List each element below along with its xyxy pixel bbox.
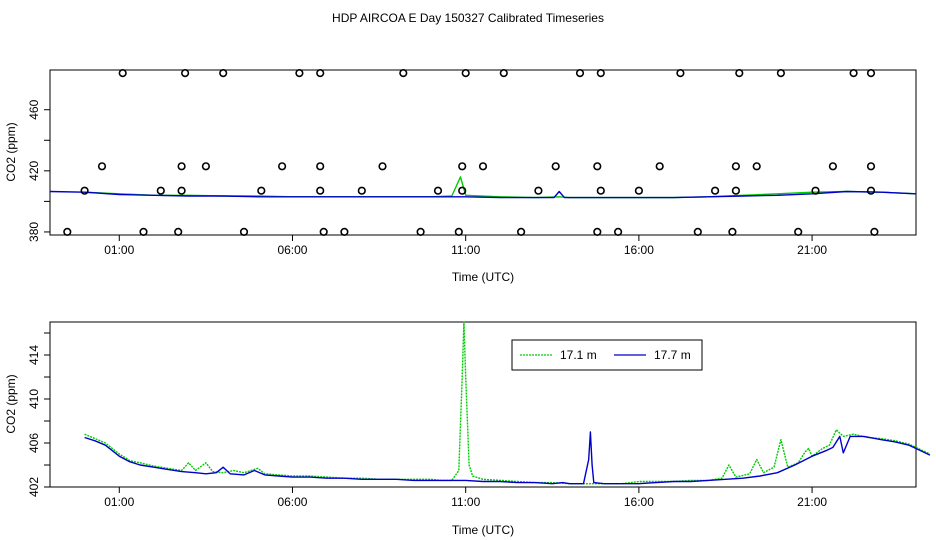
data-marker bbox=[776, 68, 786, 78]
y-tick-label: 402 bbox=[27, 477, 41, 497]
data-marker bbox=[866, 68, 876, 78]
data-marker bbox=[731, 186, 741, 195]
data-marker bbox=[357, 186, 366, 195]
data-marker bbox=[257, 186, 266, 195]
x-tick-label: 21:00 bbox=[797, 243, 827, 257]
data-marker bbox=[849, 68, 858, 78]
data-marker bbox=[316, 162, 325, 171]
data-marker bbox=[575, 68, 585, 78]
data-marker bbox=[295, 68, 304, 78]
axes-2: 01:00 06:00 11:00 16:00 21:00 402 406 410 414 bbox=[27, 332, 827, 509]
x-tick-label: 16:00 bbox=[624, 495, 654, 509]
data-marker bbox=[458, 162, 467, 171]
x-tick-label: 11:00 bbox=[451, 495, 480, 509]
data-marker bbox=[219, 68, 228, 78]
data-marker bbox=[316, 68, 325, 78]
y-tick-label: 420 bbox=[27, 161, 41, 181]
x-tick-label: 01:00 bbox=[104, 495, 134, 509]
data-marker bbox=[458, 186, 467, 195]
legend-label-17-7m: 17.7 m bbox=[654, 348, 691, 362]
data-marker bbox=[378, 162, 387, 171]
data-marker bbox=[478, 162, 488, 171]
data-marker bbox=[97, 162, 107, 171]
data-marker bbox=[454, 227, 463, 236]
data-marker bbox=[828, 162, 838, 171]
data-marker bbox=[593, 227, 602, 236]
data-marker bbox=[278, 162, 287, 171]
data-marker bbox=[316, 186, 325, 195]
data-marker bbox=[399, 68, 408, 78]
legend-box bbox=[511, 339, 703, 371]
series-line-2 bbox=[49, 190, 917, 199]
data-marker bbox=[181, 68, 190, 78]
data-marker bbox=[139, 227, 148, 236]
data-marker bbox=[752, 162, 761, 171]
x-tick-label: 06:00 bbox=[277, 243, 307, 257]
data-marker bbox=[340, 227, 349, 236]
data-marker bbox=[534, 186, 543, 195]
x-axis-label-1: Time (UTC) bbox=[452, 270, 514, 284]
y-tick-label: 410 bbox=[27, 389, 41, 409]
series-line-17-7-m bbox=[84, 431, 931, 485]
data-marker bbox=[866, 186, 876, 195]
plot-frame-1 bbox=[49, 69, 917, 236]
data-marker bbox=[593, 162, 602, 171]
data-marker bbox=[870, 227, 879, 236]
data-marker bbox=[596, 186, 605, 195]
axes-1: 01:00 06:00 11:00 16:00 21:00 380 420 460 bbox=[27, 99, 827, 257]
series-line-17-1-m bbox=[84, 321, 931, 485]
data-marker bbox=[516, 227, 526, 236]
data-marker bbox=[239, 227, 249, 236]
data-marker bbox=[693, 227, 702, 236]
legend-label-17-1m: 17.1 m bbox=[560, 348, 597, 362]
data-marker bbox=[80, 186, 89, 195]
y-axis-label-2: CO2 (ppm) bbox=[4, 374, 18, 433]
data-marker bbox=[433, 186, 443, 195]
data-marker bbox=[461, 68, 470, 78]
x-axis-label-2: Time (UTC) bbox=[452, 523, 514, 537]
y-tick-label: 460 bbox=[27, 99, 41, 119]
data-marker bbox=[177, 162, 186, 171]
data-marker bbox=[499, 68, 508, 78]
data-marker bbox=[710, 186, 720, 195]
markers-group-1 bbox=[63, 68, 879, 236]
x-tick-label: 11:00 bbox=[451, 243, 480, 257]
y-tick-label: 406 bbox=[27, 433, 41, 453]
chart-panel-2: CO2 (ppm) Time (UTC) 01:00 06:00 11:00 16:0… bbox=[4, 321, 931, 537]
x-tick-label: 06:00 bbox=[277, 495, 307, 509]
data-marker bbox=[596, 68, 605, 78]
figure-title: HDP AIRCOA E Day 150327 Calibrated Times… bbox=[332, 11, 604, 25]
plot-frame-2 bbox=[49, 321, 917, 488]
data-marker bbox=[613, 227, 623, 236]
data-marker bbox=[811, 186, 820, 195]
y-axis-label-1: CO2 (ppm) bbox=[4, 122, 18, 181]
x-tick-label: 21:00 bbox=[797, 495, 827, 509]
data-marker bbox=[676, 68, 685, 78]
data-marker bbox=[319, 227, 328, 236]
data-marker bbox=[201, 162, 210, 171]
data-marker bbox=[551, 162, 560, 171]
legend: 17.1 m 17.7 m bbox=[511, 339, 703, 371]
data-marker bbox=[735, 68, 744, 78]
data-marker bbox=[156, 186, 165, 195]
y-tick-label: 380 bbox=[27, 222, 41, 242]
data-marker bbox=[118, 68, 127, 78]
y-tick-label: 414 bbox=[27, 345, 41, 365]
data-marker bbox=[866, 162, 876, 171]
series-group-1 bbox=[49, 176, 917, 199]
data-marker bbox=[416, 227, 425, 236]
data-marker bbox=[731, 162, 741, 171]
x-tick-label: 16:00 bbox=[624, 243, 654, 257]
data-marker bbox=[634, 186, 644, 195]
data-marker bbox=[794, 227, 803, 236]
data-marker bbox=[174, 227, 183, 236]
chart-panel-1: CO2 (ppm) Time (UTC) 01:00 06:00 11:00 16:0… bbox=[4, 68, 917, 284]
x-tick-label: 01:00 bbox=[104, 243, 134, 257]
data-marker bbox=[728, 227, 737, 236]
series-group-2 bbox=[84, 321, 931, 485]
data-marker bbox=[655, 162, 664, 171]
data-marker bbox=[177, 186, 186, 195]
data-marker bbox=[63, 227, 72, 236]
